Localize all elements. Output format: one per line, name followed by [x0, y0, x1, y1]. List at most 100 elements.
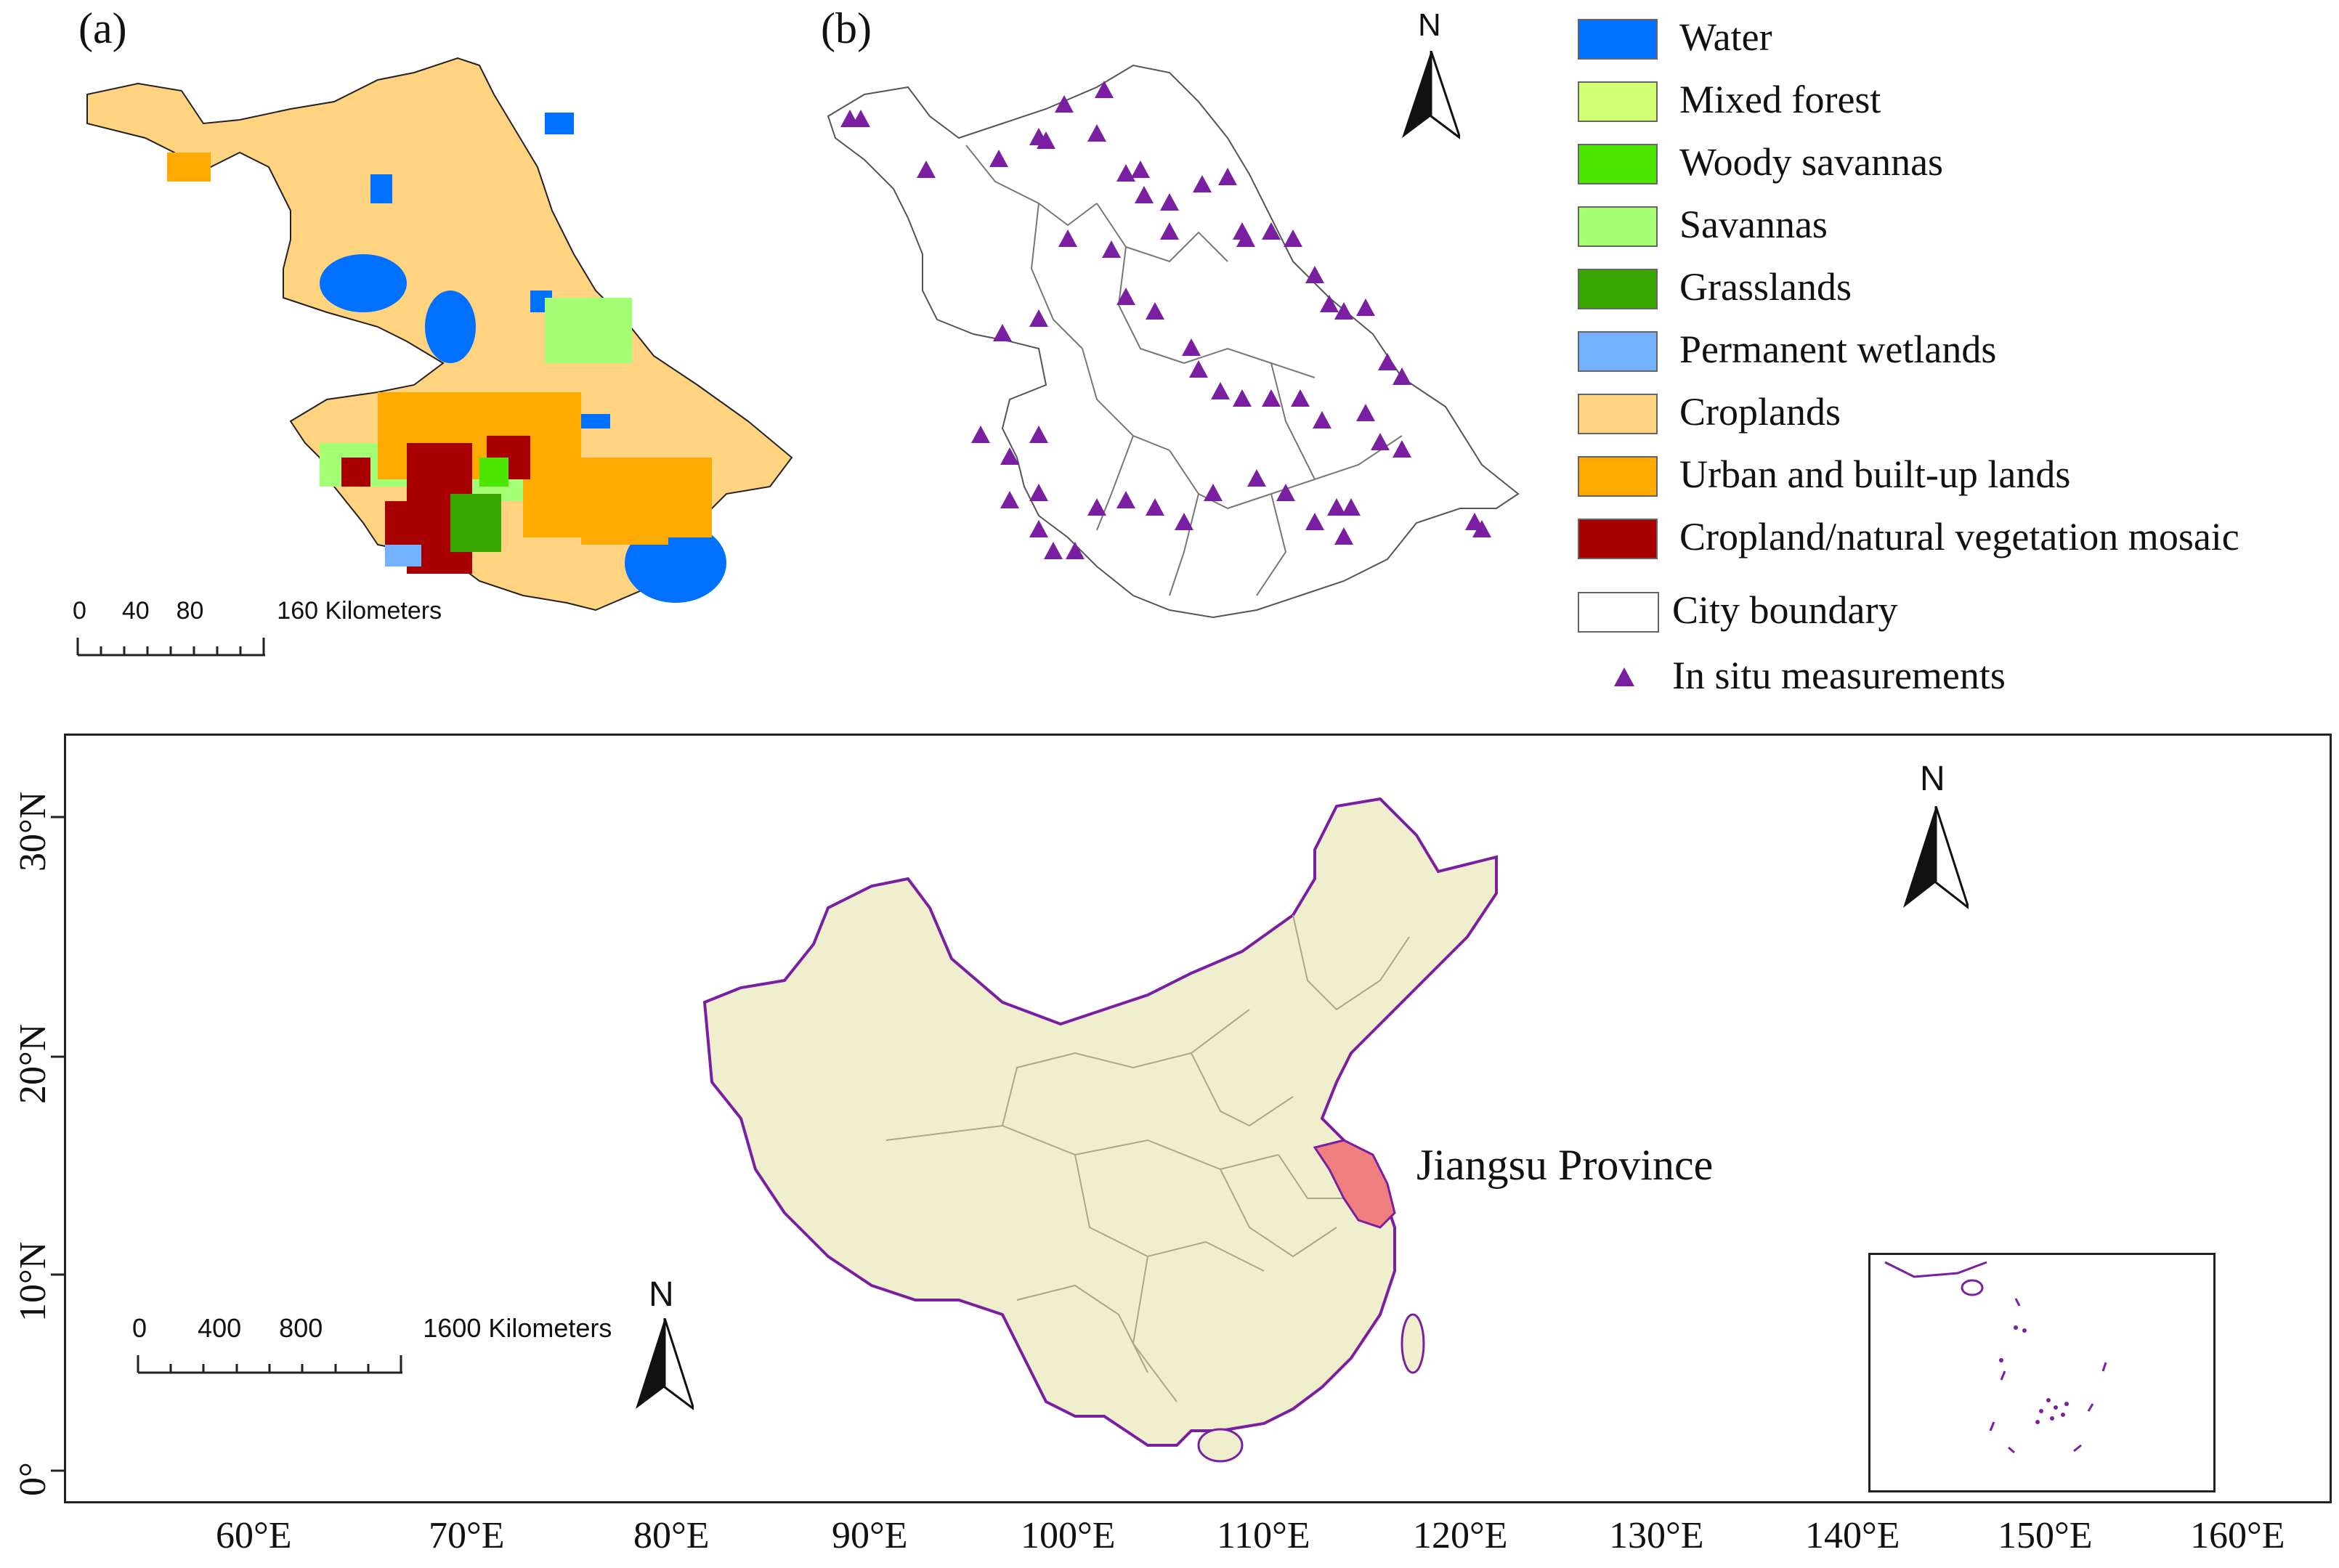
- in-situ-site-marker: [1175, 513, 1193, 530]
- legend-swatch: [1578, 81, 1658, 122]
- in-situ-site-marker: [1371, 433, 1390, 450]
- in-situ-site-marker: [1000, 447, 1019, 465]
- lon-label: 160°E: [2190, 1515, 2285, 1556]
- scale-tick-label: 40: [121, 597, 150, 625]
- in-situ-site-marker: [1193, 175, 1212, 192]
- scale-tick-label: 800: [279, 1313, 323, 1343]
- in-situ-site-marker: [1160, 193, 1179, 211]
- in-situ-site-marker: [1135, 186, 1154, 203]
- hainan-island: [1197, 1428, 1244, 1463]
- triangle-icon: [1614, 667, 1634, 686]
- in-situ-site-marker: [851, 110, 870, 127]
- china-land: [702, 797, 1498, 1447]
- lat-label: 10°N: [12, 1241, 54, 1322]
- in-situ-site-marker: [1102, 240, 1121, 258]
- china-scale-bar: [137, 1355, 402, 1374]
- in-situ-site-marker: [1058, 229, 1077, 247]
- in-situ-site-marker: [917, 161, 936, 178]
- china-scale-labels: 0 400 800 1600 Kilometers: [132, 1313, 612, 1344]
- in-situ-site-marker: [1342, 498, 1361, 516]
- in-situ-site-marker: [971, 426, 990, 443]
- legend-swatch: [1578, 519, 1658, 559]
- legend-swatch: [1578, 144, 1658, 184]
- lon-label: 120°E: [1413, 1515, 1508, 1556]
- in-situ-site-marker: [1211, 382, 1230, 399]
- mosaic-patch: [385, 501, 407, 545]
- legend-label: Urban and built-up lands: [1679, 452, 2071, 496]
- in-situ-site-marker: [1262, 389, 1281, 407]
- lat-label: 20°N: [12, 1023, 54, 1104]
- legend-swatch: [1578, 394, 1658, 434]
- lat-label: 30°N: [12, 791, 54, 872]
- lon-label: 150°E: [1998, 1515, 2093, 1556]
- legend-swatch: [1578, 269, 1658, 309]
- in-situ-sites-layer: [840, 81, 1491, 559]
- in-situ-site-marker: [1160, 222, 1179, 240]
- legend-label: Mixed forest: [1679, 78, 1881, 121]
- legend-label: In situ measurements: [1672, 654, 2006, 697]
- scale-tick-label: 80: [176, 597, 204, 625]
- lon-label: 80°E: [633, 1515, 710, 1556]
- in-situ-site-marker: [1305, 266, 1324, 283]
- lon-label: 60°E: [216, 1515, 292, 1556]
- in-situ-site-marker: [1055, 95, 1074, 113]
- panel-a-scale-labels: 0 40 80 160 Kilometers: [73, 597, 442, 625]
- in-situ-site-marker: [1236, 229, 1255, 247]
- in-situ-site-marker: [1327, 498, 1346, 516]
- legend-swatch: [1578, 456, 1658, 497]
- urban-patch: [167, 153, 211, 182]
- water-patch: [545, 113, 574, 134]
- city-boundary-map: [827, 64, 1520, 619]
- in-situ-site-marker: [1029, 426, 1048, 443]
- scale-tick-label: 160 Kilometers: [277, 597, 442, 625]
- in-situ-site-marker: [1356, 404, 1375, 421]
- urban-patch: [581, 501, 668, 545]
- in-situ-site-marker: [1044, 542, 1063, 559]
- in-situ-site-marker: [1334, 527, 1353, 545]
- lat-label: 0°: [12, 1462, 54, 1496]
- in-situ-site-marker: [1146, 302, 1164, 320]
- in-situ-site-marker: [1029, 484, 1048, 501]
- lon-label: 90°E: [832, 1515, 908, 1556]
- water-patch: [370, 174, 392, 203]
- in-situ-site-marker: [1204, 484, 1223, 501]
- lon-label: 110°E: [1217, 1515, 1310, 1556]
- inset-islands: [1884, 1261, 2107, 1454]
- north-arrow-icon: [1402, 51, 1460, 139]
- north-label-left: N: [649, 1275, 674, 1314]
- in-situ-site-marker: [1284, 229, 1302, 247]
- legend-label: Water: [1679, 15, 1772, 59]
- north-arrow-icon: [636, 1318, 694, 1410]
- in-situ-site-marker: [1116, 164, 1135, 182]
- in-situ-site-marker: [1320, 295, 1339, 312]
- in-situ-site-marker: [993, 324, 1012, 341]
- lon-label: 140°E: [1805, 1515, 1900, 1556]
- in-situ-site-marker: [1276, 484, 1295, 501]
- north-label-b: N: [1418, 7, 1441, 43]
- in-situ-site-marker: [1116, 491, 1135, 508]
- in-situ-site-marker: [1334, 302, 1353, 320]
- in-situ-site-marker: [1029, 520, 1048, 537]
- scale-tick-label: 0: [132, 1313, 147, 1343]
- jiangsu-province-label: Jiangsu Province: [1416, 1141, 1714, 1189]
- north-label-right: N: [1920, 760, 1945, 798]
- panel-a-scale-bar: [76, 638, 265, 657]
- mosaic-patch: [341, 458, 370, 487]
- woody-savanna-patch: [479, 458, 508, 487]
- legend-label: Croplands: [1679, 390, 1841, 434]
- in-situ-site-marker: [1095, 81, 1114, 98]
- legend-label: Cropland/natural vegetation mosaic: [1679, 515, 2239, 558]
- scale-tick-label: 1600 Kilometers: [423, 1313, 612, 1343]
- land-cover-map: [86, 57, 793, 612]
- in-situ-site-marker: [1189, 360, 1208, 378]
- jiangsu-boundary: [827, 64, 1520, 619]
- legend-label: Savannas: [1679, 203, 1828, 246]
- lon-label: 130°E: [1609, 1515, 1704, 1556]
- north-arrow-icon: [1903, 806, 1969, 909]
- water-patch: [320, 254, 407, 312]
- in-situ-site-marker: [1146, 498, 1164, 516]
- in-situ-site-marker: [1247, 469, 1266, 487]
- legend-swatch: [1578, 206, 1658, 247]
- in-situ-site-marker: [1356, 298, 1375, 316]
- in-situ-site-marker: [1218, 168, 1237, 185]
